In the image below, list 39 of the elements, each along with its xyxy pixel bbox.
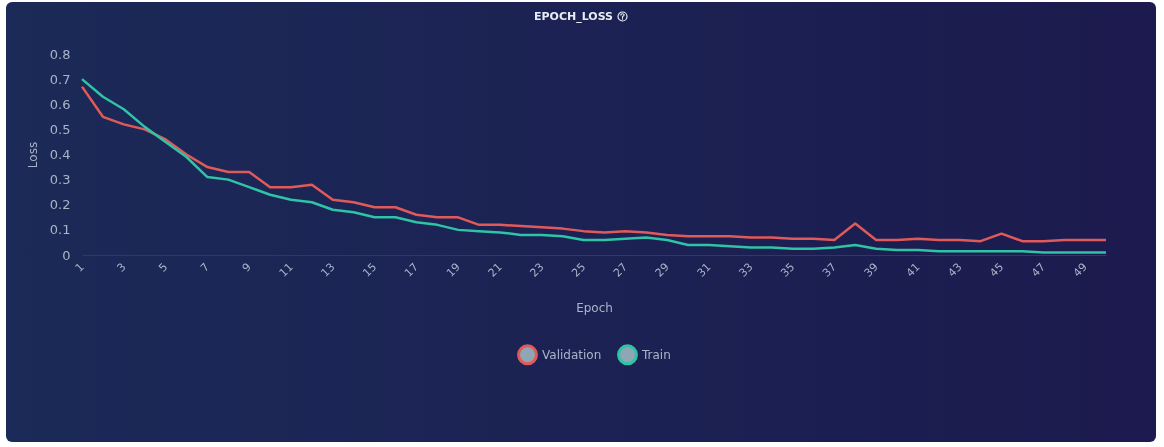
- x-tick-label: 43: [945, 260, 965, 280]
- y-tick-label: 0.1: [49, 222, 71, 238]
- x-tick-label: 35: [778, 260, 798, 280]
- legend-label: Train: [641, 347, 671, 362]
- x-tick-label: 13: [318, 260, 338, 280]
- x-tick-label: 17: [402, 260, 422, 280]
- legend-label: Validation: [542, 347, 602, 362]
- x-tick-label: 5: [156, 260, 171, 275]
- y-tick-label: 0.2: [49, 197, 71, 213]
- x-tick-label: 15: [360, 260, 380, 280]
- y-tick-label: 0.3: [49, 172, 71, 188]
- x-tick-label: 9: [239, 260, 254, 275]
- x-tick-label: 39: [861, 260, 881, 280]
- x-tick-label: 49: [1070, 260, 1090, 280]
- x-tick-label: 27: [611, 260, 631, 280]
- x-tick-label: 37: [819, 260, 840, 280]
- y-tick-label: 0.5: [49, 121, 71, 137]
- x-tick-label: 19: [443, 260, 463, 280]
- x-tick-label: 1: [72, 260, 87, 275]
- x-tick-label: 23: [527, 260, 547, 280]
- x-tick-label: 7: [197, 260, 213, 275]
- x-tick-label: 45: [987, 260, 1007, 280]
- y-tick-label: 0: [62, 247, 71, 263]
- chart-title: EPOCH_LOSS: [533, 10, 614, 23]
- x-axis-title: Epoch: [576, 300, 613, 315]
- y-tick-label: 0.7: [49, 71, 71, 87]
- x-tick-label: 31: [694, 260, 714, 280]
- x-tick-label: 29: [652, 260, 672, 280]
- x-tick-label: 21: [485, 260, 505, 280]
- y-tick-label: 0.8: [49, 46, 71, 62]
- y-axis-title: Loss: [25, 141, 40, 169]
- x-tick-label: 41: [903, 260, 923, 280]
- x-tick-label: 47: [1028, 260, 1049, 280]
- x-tick-label: 33: [736, 260, 756, 280]
- y-tick-label: 0.4: [49, 147, 71, 162]
- x-tick-label: 25: [569, 260, 589, 280]
- y-tick-label: 0.6: [49, 96, 71, 112]
- x-tick-label: 3: [114, 260, 129, 275]
- x-tick-label: 11: [276, 260, 296, 280]
